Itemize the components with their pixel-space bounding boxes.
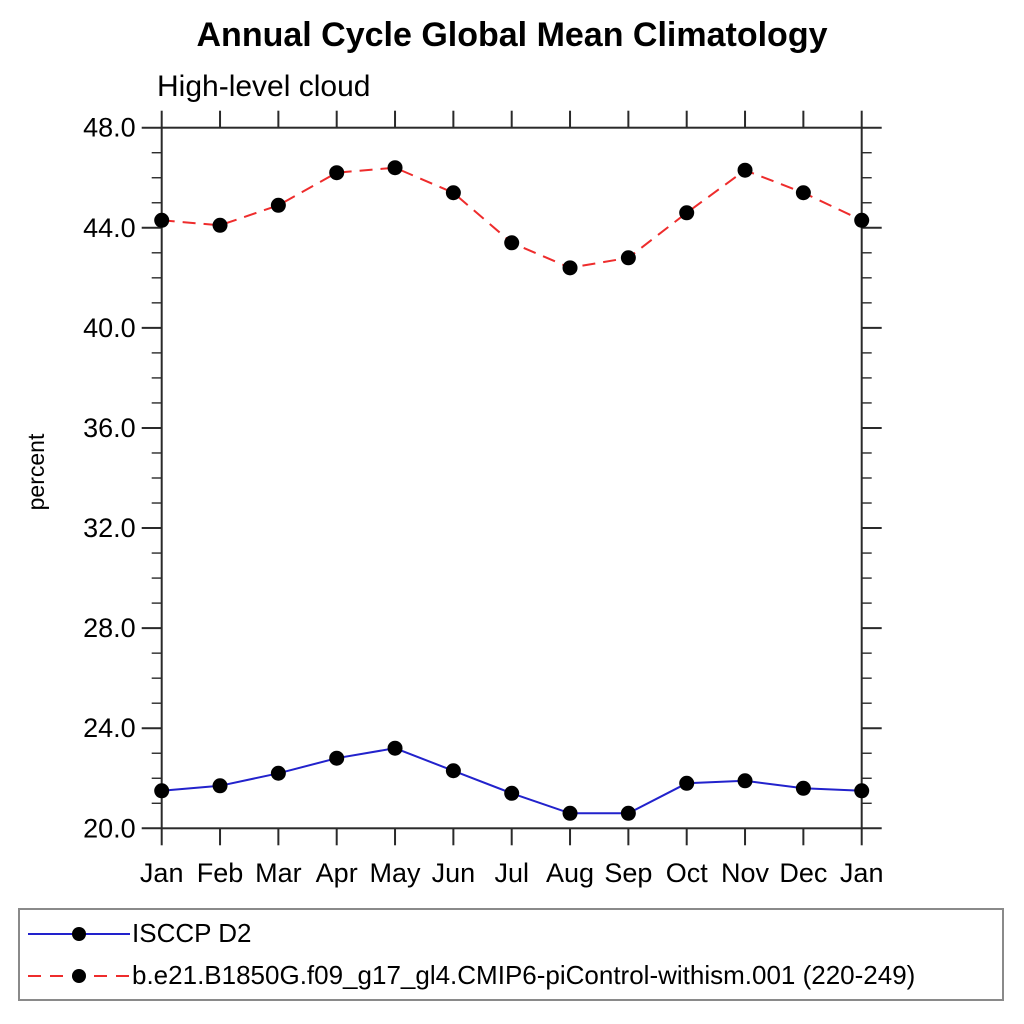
legend-label-isccp: ISCCP D2 <box>132 918 252 948</box>
black-dot-marker-icon <box>72 968 86 983</box>
y-tick-label: 40.0 <box>83 313 136 343</box>
x-tick-label: Jan <box>140 858 184 888</box>
data-point-marker <box>620 805 636 821</box>
x-tick-label: Apr <box>316 858 358 888</box>
data-point-marker <box>329 750 345 766</box>
data-point-marker <box>445 185 461 201</box>
x-tick-label: Mar <box>255 858 302 888</box>
x-tick-label: Jun <box>432 858 476 888</box>
legend-sample-cmip6 <box>28 968 130 984</box>
series-line-1 <box>161 166 863 269</box>
plot-frame <box>160 126 863 830</box>
y-tick-label: 44.0 <box>83 213 136 243</box>
data-point-marker <box>795 185 811 201</box>
y-tick-label: 20.0 <box>83 813 136 843</box>
data-point-marker <box>854 783 870 799</box>
data-point-marker <box>737 162 753 178</box>
black-dot-marker-icon <box>72 926 86 941</box>
data-point-marker <box>504 235 520 251</box>
legend-row-isccp: ISCCP D2 <box>20 917 1002 951</box>
x-tick-label: Dec <box>779 858 827 888</box>
data-point-marker <box>329 165 345 181</box>
legend-sample-isccp <box>28 926 130 942</box>
data-point-marker <box>270 765 286 781</box>
data-point-marker <box>445 763 461 779</box>
y-tick-label: 28.0 <box>83 613 136 643</box>
y-tick-label: 24.0 <box>83 713 136 743</box>
data-point-marker <box>562 260 578 276</box>
data-point-marker <box>504 785 520 801</box>
x-tick-label: Jan <box>840 858 884 888</box>
x-tick-label: Oct <box>666 858 709 888</box>
data-point-marker <box>212 217 228 233</box>
data-point-marker <box>854 212 870 228</box>
data-point-marker <box>562 805 578 821</box>
y-tick-label: 48.0 <box>83 113 136 143</box>
data-point-marker <box>154 212 170 228</box>
chart-title: Annual Cycle Global Mean Climatology <box>196 16 828 54</box>
data-point-marker <box>270 197 286 213</box>
data-point-marker <box>387 740 403 756</box>
data-point-marker <box>212 778 228 794</box>
data-point-marker <box>795 780 811 796</box>
plot-area: 20.0 24.0 28.0 32.0 36.0 40.0 44.0 48.0 Jan Feb Ma… <box>23 110 884 888</box>
data-point-marker <box>154 783 170 799</box>
x-tick-label: Feb <box>197 858 244 888</box>
legend-box: ISCCP D2 b.e21.B1850G.f09_g17_gl4.CMIP6-… <box>18 908 1004 1001</box>
chart-subtitle: High-level cloud <box>157 70 371 103</box>
data-point-marker <box>620 250 636 266</box>
x-tick-label: Aug <box>546 858 594 888</box>
data-point-marker <box>679 205 695 221</box>
series-line-0 <box>161 747 862 815</box>
y-tick-label: 32.0 <box>83 513 136 543</box>
y-axis-title: percent <box>23 433 49 510</box>
data-point-marker <box>737 773 753 789</box>
y-tick-label: 36.0 <box>83 413 136 443</box>
x-tick-label: May <box>370 858 422 888</box>
data-point-marker <box>387 160 403 176</box>
data-point-marker <box>679 775 695 791</box>
x-tick-label: Jul <box>494 858 529 888</box>
legend-row-cmip6: b.e21.B1850G.f09_g17_gl4.CMIP6-piControl… <box>20 959 1002 993</box>
x-tick-label: Nov <box>721 858 770 888</box>
legend-label-cmip6: b.e21.B1850G.f09_g17_gl4.CMIP6-piControl… <box>132 960 916 990</box>
x-tick-label: Sep <box>604 858 652 888</box>
